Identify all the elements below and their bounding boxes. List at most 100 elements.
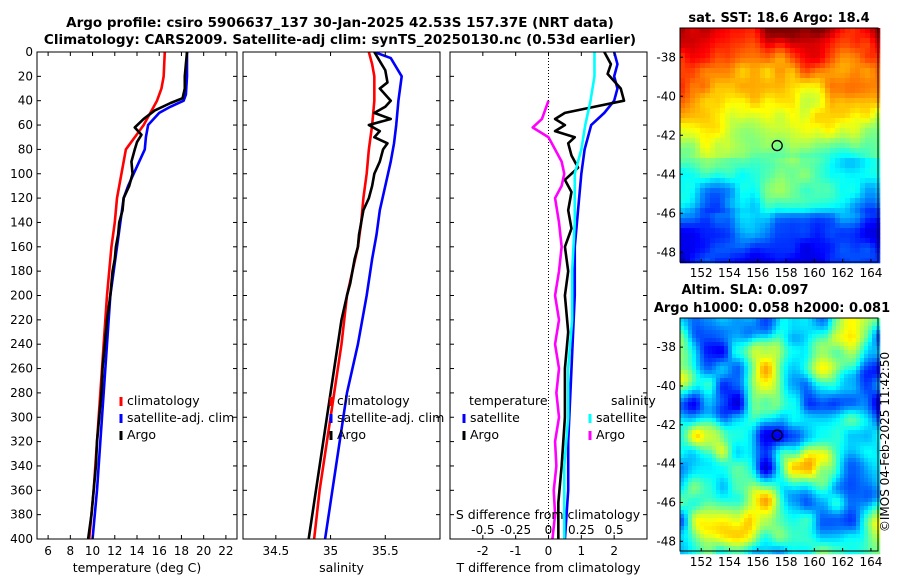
map-cell — [730, 108, 736, 114]
map-cell — [684, 530, 689, 535]
map-cell — [765, 63, 771, 69]
map-cell — [680, 238, 686, 244]
map-cell — [748, 390, 753, 395]
map-cell — [780, 394, 785, 399]
map-cell — [740, 58, 746, 64]
map-cell — [736, 486, 741, 491]
map-cell — [810, 88, 816, 94]
map-cell — [788, 410, 793, 415]
map-cell — [710, 213, 716, 219]
map-cell — [688, 326, 693, 331]
map-cell — [756, 498, 761, 503]
map-cell — [724, 346, 729, 351]
map-cell — [740, 442, 745, 447]
map-cell — [868, 494, 873, 499]
map-cell — [792, 322, 797, 327]
map-cell — [800, 228, 806, 234]
map-cell — [805, 38, 811, 44]
map-cell — [680, 83, 686, 89]
map-cell — [756, 370, 761, 375]
map-cell — [810, 248, 816, 254]
map-cell — [795, 118, 801, 124]
map-cell — [792, 418, 797, 423]
map-cell — [820, 386, 825, 391]
map-cell — [716, 542, 721, 547]
map-cell — [808, 474, 813, 479]
map-cell — [825, 113, 831, 119]
map-cell — [815, 143, 821, 149]
map-cell — [820, 153, 826, 159]
map-cell — [792, 430, 797, 435]
map-cell — [688, 478, 693, 483]
map-cell — [844, 514, 849, 519]
map-cell — [690, 63, 696, 69]
map-cell — [810, 253, 816, 259]
map-cell — [680, 418, 685, 423]
map-cell — [765, 223, 771, 229]
map-cell — [840, 494, 845, 499]
map-cell — [815, 153, 821, 159]
map-cell — [735, 63, 741, 69]
map-cell — [836, 358, 841, 363]
map-cell — [780, 430, 785, 435]
map-cell — [752, 454, 757, 459]
map-cell — [760, 538, 765, 543]
map-cell — [780, 243, 786, 249]
map-cell — [784, 338, 789, 343]
map-cell — [685, 153, 691, 159]
map-cell — [740, 178, 746, 184]
map-cell — [756, 398, 761, 403]
map-cell — [836, 410, 841, 415]
map-cell — [690, 203, 696, 209]
map-cell — [684, 318, 689, 323]
map-cell — [865, 68, 871, 74]
map-cell — [748, 398, 753, 403]
map-cell — [776, 470, 781, 475]
map-cell — [864, 470, 869, 475]
map-cell — [840, 108, 846, 114]
map-cell — [852, 494, 857, 499]
map-cell — [736, 402, 741, 407]
map-cell — [745, 98, 751, 104]
map-cell — [700, 450, 705, 455]
map-cell — [744, 542, 749, 547]
map-cell — [836, 418, 841, 423]
map-cell — [825, 68, 831, 74]
map-cell — [868, 430, 873, 435]
map-cell — [772, 350, 777, 355]
map-cell — [828, 430, 833, 435]
map-cell — [808, 450, 813, 455]
map-cell — [732, 354, 737, 359]
map-cell — [872, 538, 877, 543]
map-cell — [812, 370, 817, 375]
map-cell — [812, 342, 817, 347]
map-cell — [735, 98, 741, 104]
map-cell — [835, 153, 841, 159]
map-cell — [805, 258, 811, 264]
map-cell — [860, 458, 865, 463]
map-cell — [720, 350, 725, 355]
map-cell — [850, 188, 856, 194]
map-cell — [688, 510, 693, 515]
map-cell — [752, 318, 757, 323]
map-cell — [715, 68, 721, 74]
map-cell — [720, 203, 726, 209]
map-cell — [848, 410, 853, 415]
map-cell — [824, 342, 829, 347]
map-cell — [856, 462, 861, 467]
map-cell — [692, 530, 697, 535]
map-cell — [860, 93, 866, 99]
map-cell — [784, 494, 789, 499]
map-cell — [710, 188, 716, 194]
map-cell — [680, 118, 686, 124]
map-cell — [872, 438, 877, 443]
map-cell — [870, 258, 876, 264]
map-cell — [704, 518, 709, 523]
map-cell — [812, 510, 817, 515]
map-cell — [685, 123, 691, 129]
map-cell — [748, 382, 753, 387]
map-cell — [830, 98, 836, 104]
map-cell — [710, 238, 716, 244]
map-cell — [732, 446, 737, 451]
map-cell — [812, 382, 817, 387]
